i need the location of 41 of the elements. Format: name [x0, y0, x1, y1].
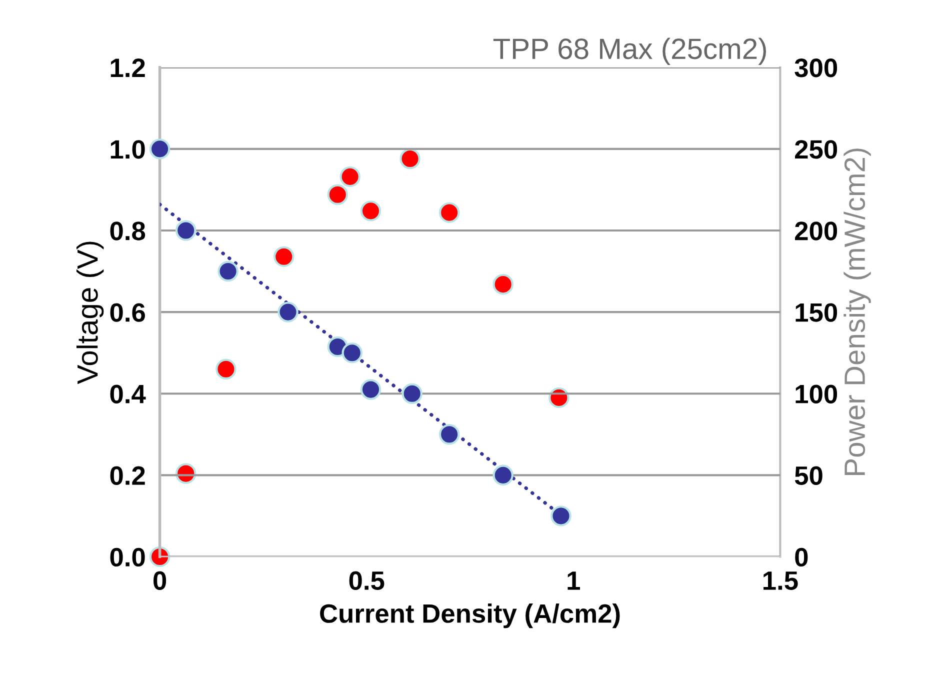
y2-tick-label: 300 [794, 58, 838, 78]
point [402, 383, 422, 404]
y-tick-label: 0.2 [110, 466, 145, 485]
y-tick-label: 0.0 [110, 548, 145, 567]
point [360, 200, 382, 222]
y-axis-title: Voltage (V) [76, 242, 104, 384]
y2-axis-title: Power Density (mW/cm2) [844, 148, 871, 475]
point [175, 220, 196, 241]
y-tick-label: 0.4 [110, 384, 146, 404]
x-tick-label: 1 [568, 572, 580, 590]
point [550, 506, 572, 526]
y2-tick-label: 200 [795, 222, 838, 240]
x-axis-title: Current Density (A/cm2) [320, 604, 620, 628]
point [327, 184, 348, 205]
point [149, 138, 170, 160]
point [548, 387, 570, 408]
x-tick-label: 0.5 [349, 571, 384, 590]
point [274, 246, 294, 267]
point [342, 342, 362, 364]
y2-tick-label: 50 [794, 466, 822, 485]
y2-tick-label: 150 [796, 303, 838, 322]
point [438, 202, 460, 223]
point [360, 379, 382, 400]
point [400, 148, 420, 170]
point [216, 358, 236, 380]
point [492, 274, 514, 295]
y-tick-label: 0.8 [110, 222, 146, 240]
point [340, 166, 360, 188]
chart-title: TPP 68 Max (25cm2) [493, 38, 766, 65]
point [278, 302, 298, 322]
y-tick-label: 1.2 [110, 58, 145, 77]
x-tick-label: 0 [154, 571, 166, 590]
y2-tick-label: 0 [795, 548, 808, 567]
point [218, 260, 238, 282]
y2-tick-label: 250 [795, 140, 838, 159]
y-tick-label: 1.0 [110, 140, 145, 159]
point [492, 464, 514, 486]
y-tick-label: 0.6 [110, 303, 145, 322]
point [438, 424, 460, 445]
x-tick-label: 1.5 [764, 572, 798, 590]
y2-tick-label: 100 [796, 384, 838, 404]
